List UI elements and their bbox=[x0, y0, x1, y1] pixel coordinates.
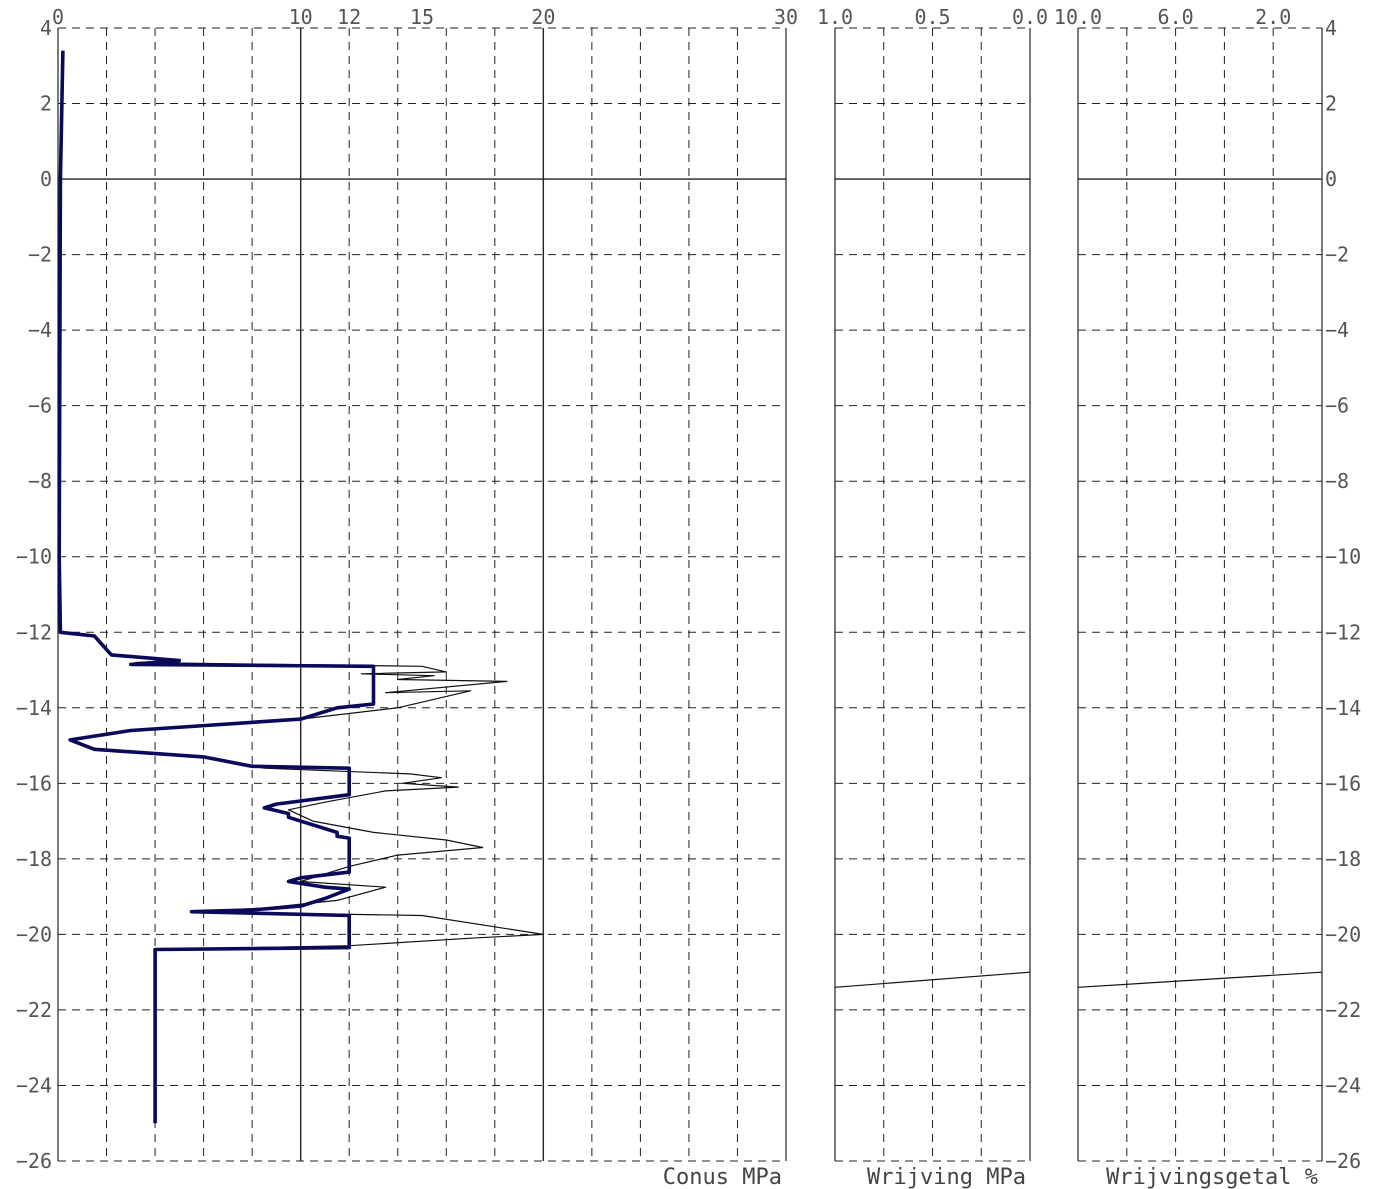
series-layer bbox=[57, 50, 1323, 1124]
wrijvingsgetal-tick-label-2: 2.0 bbox=[1255, 5, 1291, 29]
depth-label-right--24: −24 bbox=[1325, 1073, 1361, 1097]
wrijving-tick-label-0.5: 0.5 bbox=[914, 5, 950, 29]
depth-label-left--6: −6 bbox=[28, 394, 52, 418]
conus-tick-label-12: 12 bbox=[337, 5, 361, 29]
conus-tick-label-10: 10 bbox=[289, 5, 313, 29]
wrijving-tick-label-1: 1.0 bbox=[817, 5, 853, 29]
depth-label-left-4: 4 bbox=[40, 16, 52, 40]
depth-label-right--18: −18 bbox=[1325, 847, 1361, 871]
conus-axis-title: Conus MPa bbox=[663, 1165, 782, 1189]
depth-label-right--20: −20 bbox=[1325, 922, 1361, 946]
depth-label-left-2: 2 bbox=[40, 92, 52, 116]
conus-series-corrected-bold bbox=[57, 50, 376, 1124]
depth-label-right--12: −12 bbox=[1325, 620, 1361, 644]
conus-tick-label-15: 15 bbox=[410, 5, 434, 29]
depth-label-right--6: −6 bbox=[1325, 394, 1349, 418]
depth-label-right-4: 4 bbox=[1325, 16, 1337, 40]
conus-tick-label-30: 30 bbox=[774, 5, 798, 29]
wrijvingsgetal-series-bottom-line bbox=[1077, 971, 1323, 988]
depth-label-left--12: −12 bbox=[16, 620, 52, 644]
depth-label-left--16: −16 bbox=[16, 771, 52, 795]
grid-layer bbox=[57, 27, 1323, 1162]
wrijvingsgetal-axis-title: Wrijvingsgetal % bbox=[1106, 1165, 1318, 1189]
wrijvingsgetal-tick-label-10: 10.0 bbox=[1054, 5, 1102, 29]
depth-label-left-0: 0 bbox=[40, 167, 52, 191]
depth-label-right--2: −2 bbox=[1325, 243, 1349, 267]
wrijvingsgetal-tick-label-6: 6.0 bbox=[1158, 5, 1194, 29]
wrijving-axis-title: Wrijving MPa bbox=[867, 1165, 1026, 1189]
wrijving-series-bottom-line bbox=[834, 971, 1031, 988]
depth-label-right--10: −10 bbox=[1325, 545, 1361, 569]
depth-label-right--16: −16 bbox=[1325, 771, 1361, 795]
depth-label-left--18: −18 bbox=[16, 847, 52, 871]
depth-label-right--4: −4 bbox=[1325, 318, 1349, 342]
depth-label-right--22: −22 bbox=[1325, 998, 1361, 1022]
depth-label-left--8: −8 bbox=[28, 469, 52, 493]
conus-tick-label-20: 20 bbox=[531, 5, 555, 29]
depth-label-left--22: −22 bbox=[16, 998, 52, 1022]
conus-tick-label-0: 0 bbox=[52, 5, 64, 29]
depth-label-left--20: −20 bbox=[16, 922, 52, 946]
depth-label-right--26: −26 bbox=[1325, 1149, 1361, 1173]
depth-label-left--4: −4 bbox=[28, 318, 52, 342]
depth-label-left--26: −26 bbox=[16, 1149, 52, 1173]
depth-label-right--8: −8 bbox=[1325, 469, 1349, 493]
depth-label-right--14: −14 bbox=[1325, 696, 1361, 720]
depth-label-left--24: −24 bbox=[16, 1073, 52, 1097]
depth-label-right-2: 2 bbox=[1325, 92, 1337, 116]
depth-label-left--14: −14 bbox=[16, 696, 52, 720]
depth-label-right-0: 0 bbox=[1325, 167, 1337, 191]
wrijving-tick-label-0: 0.0 bbox=[1012, 5, 1048, 29]
depth-label-left--2: −2 bbox=[28, 243, 52, 267]
depth-label-left--10: −10 bbox=[16, 545, 52, 569]
